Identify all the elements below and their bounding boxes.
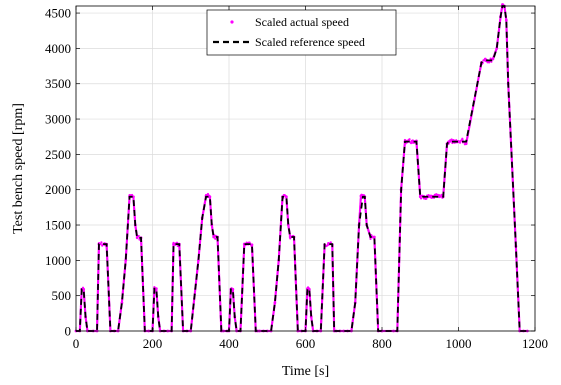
actual-data-point [288, 235, 292, 239]
actual-data-point [372, 235, 376, 239]
legend-label-reference: Scaled reference speed [255, 35, 365, 49]
actual-data-point [307, 287, 311, 291]
x-tick-label: 1200 [522, 336, 548, 351]
actual-data-point [131, 195, 135, 199]
x-tick-label: 1000 [446, 336, 472, 351]
x-tick-label: 0 [73, 336, 80, 351]
actual-data-point [491, 57, 495, 61]
y-tick-label: 3000 [45, 112, 71, 127]
actual-data-point [124, 258, 128, 262]
actual-data-point [250, 243, 254, 247]
y-tick-label: 2500 [45, 147, 71, 162]
legend-label-actual: Scaled actual speed [255, 15, 349, 29]
actual-point [489, 57, 492, 60]
actual-point [137, 234, 140, 238]
actual-point [100, 241, 103, 244]
actual-data-point [483, 57, 487, 61]
actual-data-point [172, 242, 175, 246]
y-tick-label: 1000 [45, 253, 71, 268]
actual-point [425, 197, 428, 200]
actual-data-point [208, 195, 212, 199]
x-axis-label: Time [s] [282, 364, 329, 379]
legend-box [206, 9, 397, 56]
y-tick-label: 1500 [45, 218, 71, 233]
y-tick-label: 2000 [45, 182, 71, 197]
legend-marker-actual [230, 20, 234, 24]
actual-point [440, 193, 443, 196]
x-tick-label: 600 [296, 336, 316, 351]
actual-data-point [273, 301, 277, 305]
series-layer [74, 3, 529, 333]
actual-data-point [212, 235, 216, 239]
actual-point [176, 244, 179, 248]
actual-data-point [418, 195, 422, 199]
actual-data-point [154, 287, 158, 291]
y-tick-label: 4500 [45, 6, 71, 21]
actual-data-point [437, 195, 441, 199]
y-tick-label: 500 [52, 288, 72, 303]
y-tick-label: 0 [65, 324, 72, 339]
actual-data-point [504, 18, 508, 22]
x-tick-label: 400 [219, 336, 239, 351]
x-tick-label: 200 [143, 336, 163, 351]
actual-point [455, 139, 458, 142]
actual-data-point [327, 241, 330, 245]
actual-data-point [449, 139, 453, 143]
y-tick-label: 3500 [45, 76, 71, 91]
series-reference-line [76, 5, 528, 332]
actual-data-point [135, 236, 139, 240]
actual-data-point [231, 287, 235, 291]
legend: Scaled actual speed Scaled reference spe… [206, 9, 397, 56]
actual-data-point [464, 142, 468, 146]
actual-data-point [82, 287, 86, 291]
actual-data-point [284, 195, 288, 199]
y-tick-label: 4000 [45, 41, 71, 56]
x-tick-label: 800 [372, 336, 392, 351]
y-axis-label: Test bench speed [rpm] [11, 103, 26, 234]
tick-layer: 0 200 400 600 800 1000 1200 0 500 1000 1500 2000 250… [45, 6, 548, 351]
